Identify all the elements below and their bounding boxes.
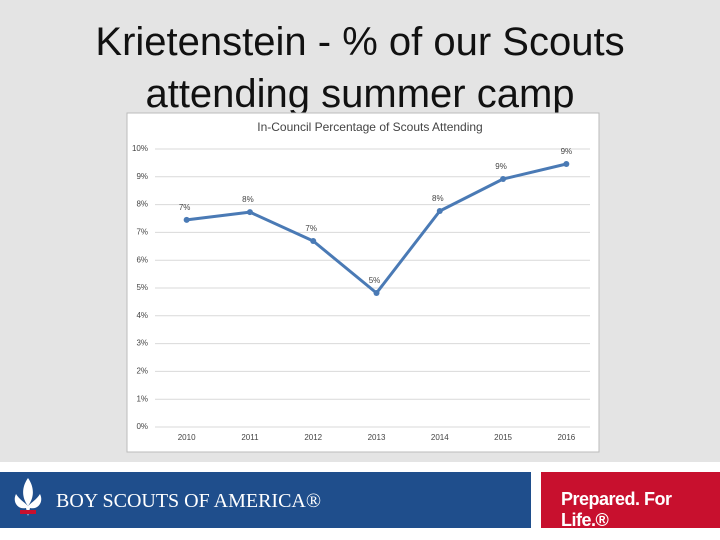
- y-tick-label: 4%: [136, 311, 148, 320]
- y-tick-label: 1%: [136, 394, 148, 403]
- data-label: 7%: [305, 224, 317, 233]
- chart-title: In-Council Percentage of Scouts Attendin…: [257, 120, 482, 134]
- marker: [563, 161, 570, 168]
- marker: [436, 207, 443, 214]
- y-tick-label: 9%: [136, 172, 148, 181]
- y-tick-label: 3%: [136, 339, 148, 348]
- data-label: 5%: [369, 276, 381, 285]
- brand-name: BOY SCOUTS OF AMERICA®: [56, 490, 322, 512]
- marker: [500, 176, 507, 183]
- logo: [14, 478, 42, 516]
- tagline: Prepared. For Life.®: [561, 489, 672, 530]
- data-label: 9%: [495, 162, 507, 171]
- footer: BOY SCOUTS OF AMERICA® Prepared. For Lif…: [0, 462, 720, 540]
- x-tick-label: 2011: [241, 433, 259, 442]
- x-tick-label: 2016: [557, 433, 575, 442]
- data-label: 9%: [561, 147, 573, 156]
- chart: In-Council Percentage of Scouts Attendin…: [126, 112, 600, 453]
- x-tick-label: 2012: [304, 433, 322, 442]
- y-tick-label: 6%: [136, 255, 148, 264]
- y-tick-label: 8%: [136, 200, 148, 209]
- slide-title: Krietenstein - % of our Scouts attending…: [95, 20, 625, 116]
- x-tick-label: 2015: [494, 433, 512, 442]
- data-label: 8%: [432, 194, 444, 203]
- marker: [373, 290, 380, 297]
- marker: [183, 216, 190, 223]
- data-label: 8%: [242, 195, 254, 204]
- y-tick-label: 7%: [136, 228, 148, 237]
- x-tick-label: 2013: [368, 433, 386, 442]
- y-tick-label: 10%: [132, 144, 148, 153]
- brand-bar: BOY SCOUTS OF AMERICA®: [0, 472, 531, 528]
- data-label: 7%: [179, 203, 191, 212]
- marker: [310, 238, 317, 245]
- y-tick-label: 0%: [136, 422, 148, 431]
- marker: [246, 209, 253, 216]
- x-tick-label: 2014: [431, 433, 449, 442]
- y-tick-label: 2%: [136, 367, 148, 376]
- x-tick-label: 2010: [178, 433, 196, 442]
- tagline-box: Prepared. For Life.®: [541, 472, 720, 530]
- y-tick-label: 5%: [136, 283, 148, 292]
